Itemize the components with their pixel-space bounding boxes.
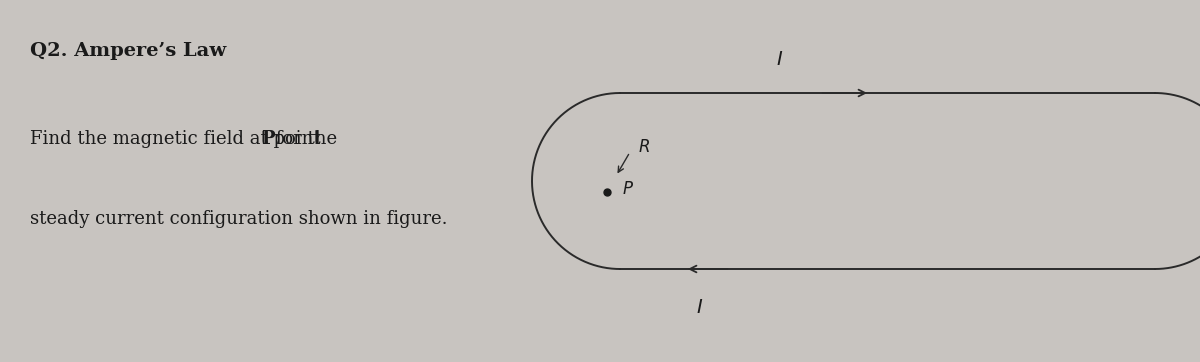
Text: $R$: $R$ (638, 139, 650, 156)
Text: Q2. Ampere’s Law: Q2. Ampere’s Law (30, 42, 227, 60)
Text: $P$: $P$ (622, 181, 634, 198)
Text: P: P (262, 130, 275, 148)
Text: for the: for the (270, 130, 337, 148)
Text: Find the magnetic field at point: Find the magnetic field at point (30, 130, 326, 148)
Text: $I$: $I$ (776, 51, 784, 69)
Text: steady current configuration shown in figure.: steady current configuration shown in fi… (30, 210, 448, 228)
Text: $I$: $I$ (696, 299, 703, 317)
